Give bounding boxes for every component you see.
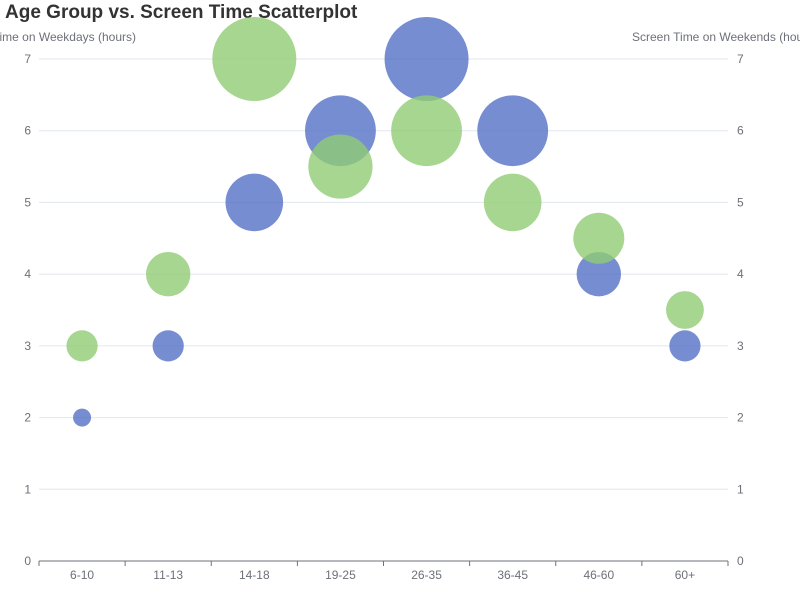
weekday-bubble — [576, 251, 622, 297]
y-right-tick-label: 1 — [737, 482, 744, 496]
bubbles — [66, 17, 704, 427]
y-left-tick-label: 7 — [24, 52, 31, 66]
y-right-tick-label: 5 — [737, 195, 744, 209]
y-right-tick-label: 0 — [737, 554, 744, 568]
x-tick-label: 26-35 — [411, 568, 442, 582]
weekday-bubble — [477, 95, 549, 167]
y-right-tick-label: 2 — [737, 411, 744, 425]
y-left-tick-label: 0 — [24, 554, 31, 568]
axes: 0 0 1 1 2 2 3 3 4 4 5 5 6 6 7 7 6-10 11-13 14-18 19-25 26-35… — [24, 52, 744, 582]
y-right-tick-label: 7 — [737, 52, 744, 66]
y-right-tick-label: 3 — [737, 339, 744, 353]
weekend-bubble — [66, 330, 98, 362]
y-right-tick-label: 4 — [737, 267, 744, 281]
weekday-bubble — [225, 173, 284, 232]
y-left-tick-label: 4 — [24, 267, 31, 281]
x-tick-label: 19-25 — [325, 568, 356, 582]
y-left-axis-label: Screen Time on Weekdays (hours) — [0, 30, 136, 44]
weekend-bubble — [212, 17, 297, 101]
weekend-bubble — [391, 95, 462, 167]
weekday-bubble — [73, 408, 92, 427]
y-right-tick-label: 6 — [737, 124, 744, 138]
y-right-axis-label: Screen Time on Weekends (hours) — [632, 30, 800, 44]
weekend-bubble — [666, 291, 704, 329]
y-left-tick-label: 6 — [24, 124, 31, 138]
x-tick-label: 36-45 — [497, 568, 528, 582]
weekend-bubble — [145, 251, 191, 297]
chart-title: Age Group vs. Screen Time Scatterplot — [5, 2, 358, 23]
weekday-bubble — [152, 330, 184, 362]
x-tick-label: 46-60 — [583, 568, 614, 582]
x-tick-label: 11-13 — [153, 568, 183, 582]
x-tick-label: 6-10 — [70, 568, 94, 582]
x-tick-label: 14-18 — [239, 568, 270, 582]
weekday-bubble — [384, 17, 469, 101]
weekend-bubble — [483, 173, 542, 232]
y-left-tick-label: 1 — [24, 482, 31, 496]
grid-lines — [39, 58, 728, 490]
weekend-bubble — [573, 212, 625, 264]
y-left-tick-label: 3 — [24, 339, 31, 353]
y-left-tick-label: 5 — [24, 195, 31, 209]
y-left-tick-label: 2 — [24, 411, 31, 425]
weekend-bubble — [308, 134, 373, 199]
x-tick-label: 60+ — [675, 568, 695, 582]
weekday-bubble — [669, 330, 701, 362]
